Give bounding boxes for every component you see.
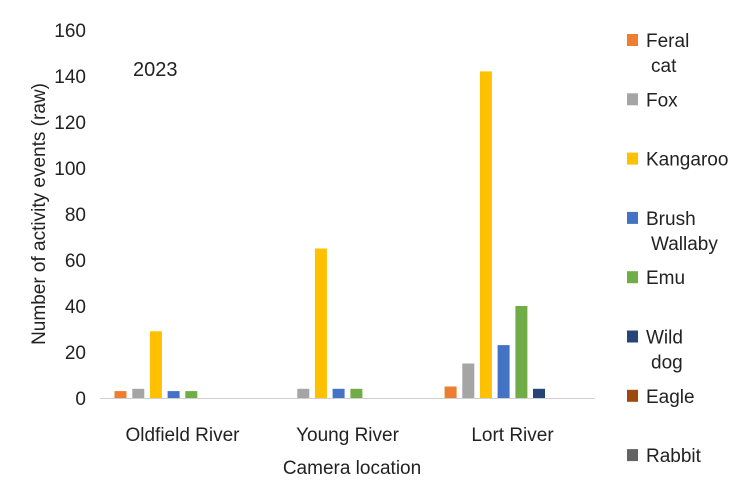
legend-item: Kangaroo bbox=[627, 150, 728, 171]
bar-feral-cat-lort-river bbox=[444, 386, 457, 398]
bar-kangaroo-young-river bbox=[314, 248, 327, 398]
bar-wild-dog-lort-river bbox=[533, 388, 545, 398]
bar-fox-lort-river bbox=[462, 363, 475, 398]
y-tick-label: 20 bbox=[65, 343, 86, 364]
x-axis-tick-labels: Oldfield River Young River Lort River bbox=[125, 425, 554, 446]
y-axis-label: Number of activity events (raw) bbox=[29, 83, 50, 345]
bar-kangaroo-lort-river bbox=[479, 71, 492, 399]
legend-label: Eagle bbox=[646, 387, 695, 408]
y-tick-label: 40 bbox=[65, 297, 86, 318]
x-tick-label: Oldfield River bbox=[125, 425, 240, 446]
bar-fox-oldfield-river bbox=[132, 388, 145, 398]
legend-label: Emu bbox=[646, 268, 685, 289]
legend-label: Fox bbox=[646, 90, 678, 111]
year-annotation: 2023 bbox=[133, 59, 178, 81]
legend-swatch bbox=[627, 330, 638, 343]
bar-emu-lort-river bbox=[515, 306, 528, 398]
legend-label: Wild dog bbox=[646, 328, 683, 374]
y-tick-label: 0 bbox=[75, 389, 86, 410]
legend-item: Wild dog bbox=[627, 328, 683, 374]
bars-group bbox=[114, 71, 545, 399]
legend-swatch bbox=[627, 271, 638, 284]
y-axis: 0 20 40 60 80 100 120 140 160 bbox=[54, 21, 86, 410]
legend-label: Kangaroo bbox=[646, 150, 728, 171]
bar-kangaroo-oldfield-river bbox=[149, 331, 162, 398]
legend-swatch bbox=[627, 152, 638, 165]
x-tick-label: Lort River bbox=[471, 425, 554, 446]
legend-label: Feral cat bbox=[646, 31, 689, 77]
legend-item: Rabbit bbox=[627, 446, 702, 467]
bar-feral-cat-oldfield-river bbox=[114, 391, 127, 398]
legend-swatch bbox=[627, 211, 638, 224]
legend: Feral cat Fox Kangaroo Brush Wallaby Emu Wild do… bbox=[627, 31, 728, 467]
legend-item: Feral cat bbox=[627, 31, 689, 77]
y-tick-label: 60 bbox=[65, 251, 86, 272]
legend-label: Rabbit bbox=[646, 446, 702, 467]
y-tick-label: 120 bbox=[54, 113, 86, 134]
y-tick-label: 160 bbox=[54, 21, 86, 42]
legend-item: Eagle bbox=[627, 387, 695, 408]
legend-item: Fox bbox=[627, 90, 678, 111]
bar-brush-wallaby-lort-river bbox=[497, 345, 510, 398]
legend-swatch bbox=[627, 389, 638, 402]
y-tick-label: 80 bbox=[65, 205, 86, 226]
bar-emu-oldfield-river bbox=[185, 391, 198, 398]
x-tick-label: Young River bbox=[296, 425, 399, 446]
bar-emu-young-river bbox=[350, 388, 363, 398]
legend-item: Brush Wallaby bbox=[627, 209, 718, 255]
bar-brush-wallaby-young-river bbox=[332, 388, 345, 398]
x-axis-label: Camera location bbox=[283, 458, 421, 479]
legend-item: Emu bbox=[627, 268, 685, 289]
legend-swatch bbox=[627, 93, 638, 106]
legend-swatch bbox=[627, 34, 638, 46]
y-tick-label: 100 bbox=[54, 159, 86, 180]
legend-swatch bbox=[627, 449, 638, 462]
y-tick-label: 140 bbox=[54, 67, 86, 88]
bar-fox-young-river bbox=[297, 388, 310, 398]
bar-brush-wallaby-oldfield-river bbox=[167, 391, 180, 398]
legend-label: Brush Wallaby bbox=[646, 209, 718, 255]
